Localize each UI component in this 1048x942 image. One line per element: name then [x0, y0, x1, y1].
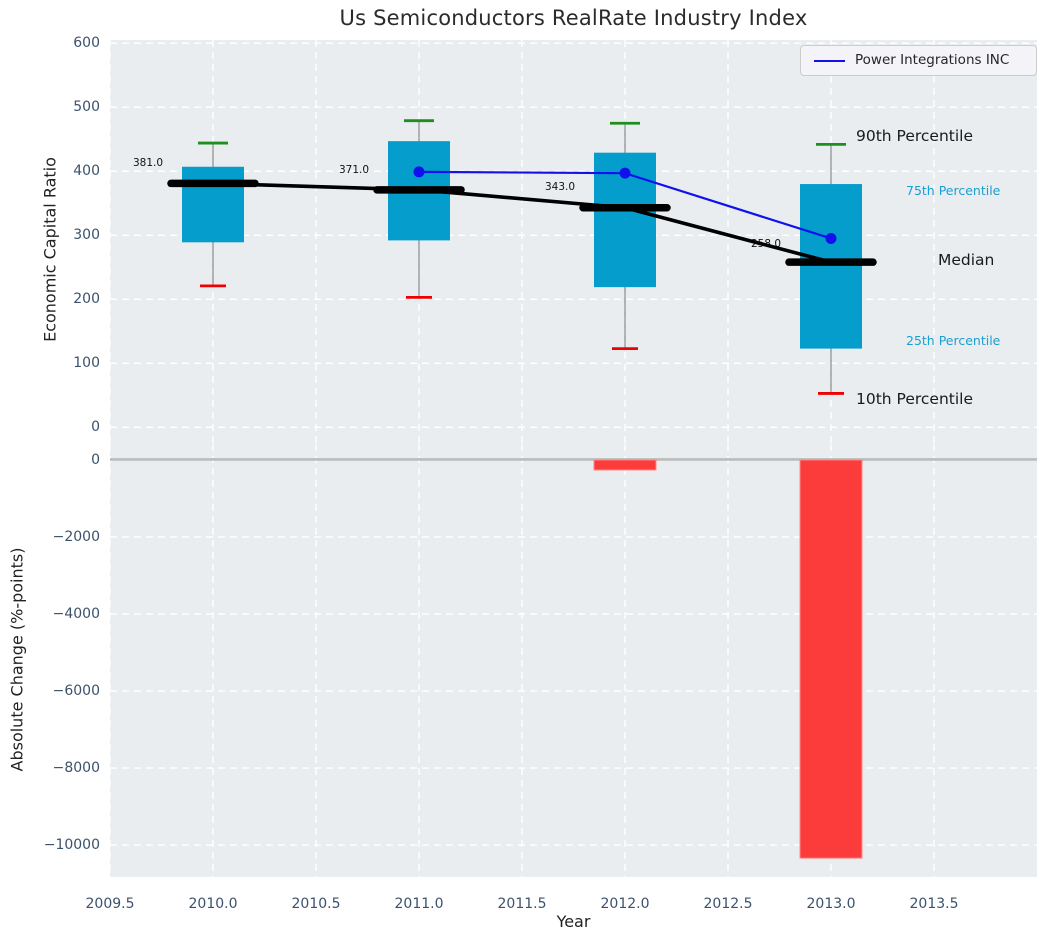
median-annotation-2012: 343.0: [545, 181, 576, 193]
x-tick-label: 2012.5: [703, 896, 753, 912]
x-tick-label: 2013.0: [806, 896, 856, 912]
change-bar-2013: [799, 459, 863, 859]
top-y-tick-label: 300: [73, 227, 100, 244]
median-annotation-2010: 381.0: [133, 157, 164, 169]
legend-entry-label: Power Integrations INC: [855, 52, 1010, 68]
iqr-box-2013: [800, 184, 862, 349]
x-tick-label: 2011.5: [497, 896, 547, 912]
x-tick-label: 2012.0: [600, 896, 650, 912]
bottom-y-tick-label: −2000: [52, 528, 100, 545]
legend: Power Integrations INC: [800, 45, 1037, 76]
x-tick-label: 2010.5: [291, 896, 341, 912]
x-tick-label: 2010.0: [188, 896, 238, 912]
top-y-tick-label: 200: [73, 291, 100, 308]
bottom-y-tick-label: −8000: [52, 760, 100, 777]
legend-line-sample: [814, 60, 845, 62]
median-label: Median: [938, 251, 995, 269]
x-axis-label: Year: [556, 912, 591, 931]
x-tick-label: 2009.5: [85, 896, 135, 912]
top-y-tick-label: 100: [73, 355, 100, 372]
top-y-tick-label: 500: [73, 99, 100, 116]
bottom-y-tick-label: −6000: [52, 683, 100, 700]
company-point-2013: [825, 232, 837, 244]
p75-percentile-label: 75th Percentile: [906, 183, 1001, 198]
bottom-panel-bg: [110, 444, 1037, 877]
x-tick-label: 2013.5: [909, 896, 959, 912]
p90-percentile-label: 90th Percentile: [856, 127, 974, 145]
bottom-y-tick-label: 0: [91, 451, 100, 468]
top-y-tick-label: 0: [91, 419, 100, 436]
iqr-box-2010: [182, 166, 244, 243]
top-y-tick-label: 400: [73, 163, 100, 180]
chart-title: Us Semiconductors RealRate Industry Inde…: [339, 6, 808, 30]
x-tick-label: 2011.0: [394, 896, 444, 912]
median-trend-line: [212, 181, 832, 264]
top-y-tick-label: 600: [73, 35, 100, 52]
change-bar-2012: [593, 459, 657, 471]
bottom-y-tick-label: −10000: [43, 837, 100, 854]
p10-percentile-label: 10th Percentile: [856, 390, 974, 408]
company-point-2012: [619, 167, 631, 179]
p25-percentile-label: 25th Percentile: [906, 333, 1001, 348]
bottom-y-tick-label: −4000: [52, 606, 100, 622]
median-annotation-2011: 371.0: [339, 164, 370, 176]
company-point-2011: [413, 166, 425, 178]
